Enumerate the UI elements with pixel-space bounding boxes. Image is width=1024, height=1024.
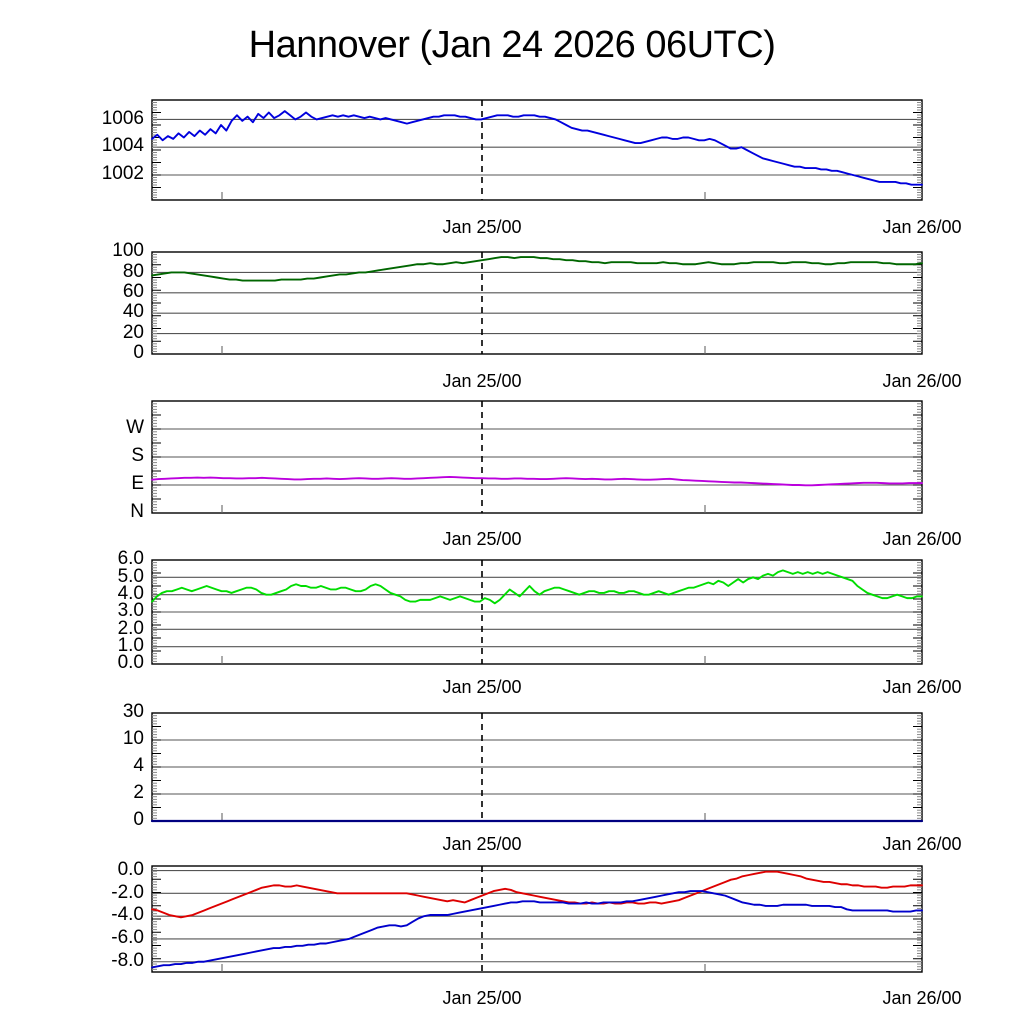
xtick-label: Jan 25/00 bbox=[442, 834, 522, 854]
ytick-label-pressure: 1004 bbox=[101, 135, 144, 157]
xtick-label: Jan 25/00 bbox=[442, 529, 522, 549]
series-wind-speed bbox=[151, 569, 923, 605]
page-title: Hannover (Jan 24 2026 06UTC) bbox=[248, 24, 776, 66]
ytick-label-temperature: -4.0 bbox=[111, 904, 144, 926]
ytick-label-wind_speed: 5.0 bbox=[117, 565, 144, 587]
xtick-label: Jan 26/00 bbox=[882, 529, 962, 549]
ytick-label-rain: 4 bbox=[133, 755, 144, 777]
xtick-label: Jan 25/00 bbox=[442, 988, 522, 1008]
plot-frame bbox=[151, 99, 923, 201]
ytick-label-humidity: 100 bbox=[112, 240, 144, 262]
ytick-label-rain: 10 bbox=[122, 728, 144, 750]
xtick-label: Jan 25/00 bbox=[442, 677, 522, 697]
plot-frame bbox=[151, 559, 923, 665]
xtick-label: Jan 26/00 bbox=[882, 217, 962, 237]
xtick-label: Jan 26/00 bbox=[882, 834, 962, 854]
ytick-label-humidity: 80 bbox=[122, 260, 144, 282]
plot-frame bbox=[151, 251, 923, 355]
ytick-label-pressure: 1006 bbox=[101, 107, 144, 129]
ytick-label-wind_speed: 0.0 bbox=[117, 652, 144, 674]
ytick-label-wind_speed: 1.0 bbox=[117, 634, 144, 656]
ytick-label-temperature: -2.0 bbox=[111, 881, 144, 903]
ytick-label-temperature: -6.0 bbox=[111, 927, 144, 949]
ytick-label-humidity: 0 bbox=[133, 342, 144, 364]
series-t bbox=[151, 870, 923, 919]
plot-frame bbox=[151, 400, 923, 514]
ytick-label-rain: 30 bbox=[122, 701, 144, 723]
ytick-label-wind_speed: 6.0 bbox=[117, 548, 144, 570]
ytick-label-wind_direction: E bbox=[131, 473, 144, 495]
ytick-label-rain: 0 bbox=[133, 809, 144, 831]
ytick-label-wind_speed: 3.0 bbox=[117, 600, 144, 622]
xtick-label: Jan 25/00 bbox=[442, 217, 522, 237]
ytick-label-humidity: 40 bbox=[122, 301, 144, 323]
series-td bbox=[151, 890, 923, 969]
xtick-label: Jan 26/00 bbox=[882, 371, 962, 391]
ytick-label-rain: 2 bbox=[133, 782, 144, 804]
ytick-label-humidity: 60 bbox=[122, 281, 144, 303]
ytick-label-wind_direction: W bbox=[126, 417, 144, 439]
plot-frame bbox=[151, 865, 923, 973]
series-wind-direction bbox=[151, 475, 923, 487]
plot-frame bbox=[151, 712, 923, 822]
ytick-label-wind_direction: S bbox=[131, 445, 144, 467]
series-relative-humidity bbox=[151, 256, 923, 282]
xtick-label: Jan 26/00 bbox=[882, 677, 962, 697]
ytick-label-pressure: 1002 bbox=[101, 163, 144, 185]
ytick-label-temperature: -8.0 bbox=[111, 949, 144, 971]
xtick-label: Jan 26/00 bbox=[882, 988, 962, 1008]
series-pressure bbox=[151, 110, 923, 186]
ytick-label-humidity: 20 bbox=[122, 321, 144, 343]
ytick-label-wind_speed: 4.0 bbox=[117, 582, 144, 604]
ytick-label-temperature: 0.0 bbox=[117, 858, 144, 880]
ytick-label-wind_direction: N bbox=[130, 501, 144, 523]
ytick-label-wind_speed: 2.0 bbox=[117, 617, 144, 639]
xtick-label: Jan 25/00 bbox=[442, 371, 522, 391]
